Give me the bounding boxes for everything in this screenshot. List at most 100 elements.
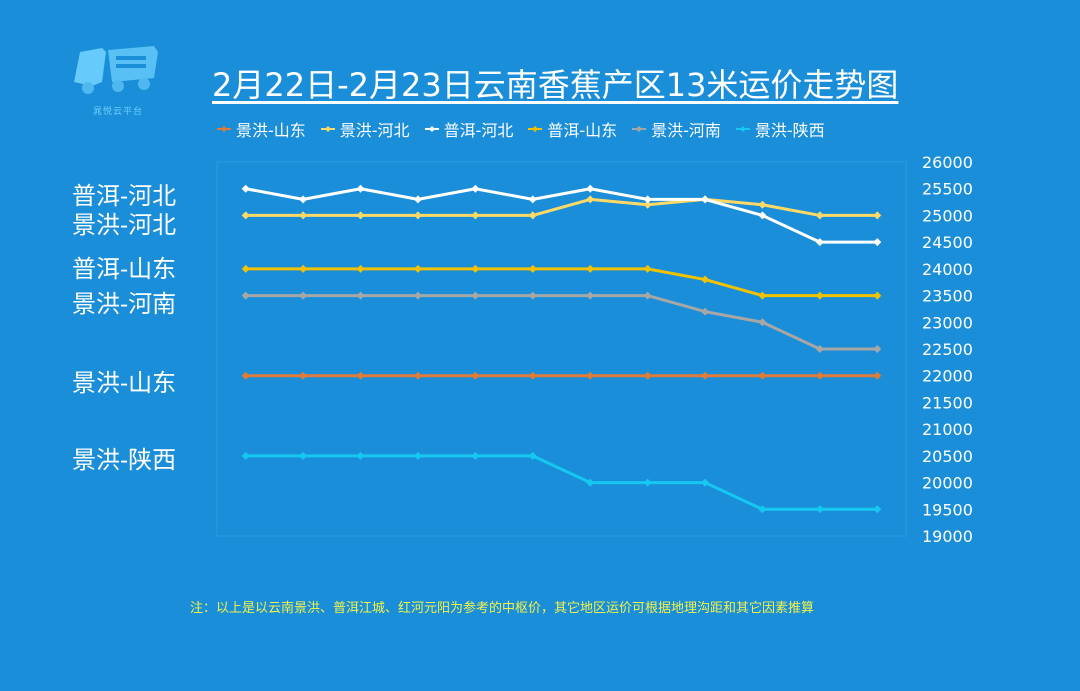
data-point [873,291,882,300]
data-point [241,291,250,300]
data-point [815,505,824,514]
y-tick-label: 22500 [922,340,973,359]
legend-label: 景洪-河北 [339,121,410,140]
legend-label: 景洪-河南 [651,121,721,140]
data-point [241,371,250,380]
data-point [643,195,652,204]
chart-title: 2月22日-2月23日云南香蕉产区13米运价走势图 [212,66,899,104]
y-tick-label: 23000 [922,313,973,332]
data-point [758,200,767,209]
data-point [241,184,250,193]
data-point [701,307,710,316]
data-point [758,211,767,220]
y-tick-label: 24500 [922,233,973,252]
data-point [528,371,537,380]
data-point [586,478,595,487]
truck-logo-icon [74,46,158,94]
data-point [413,371,422,380]
data-point [299,264,308,273]
y-tick-label: 19500 [922,500,973,519]
logo-text: 晁悦云平台 [92,107,143,117]
data-point [586,291,595,300]
legend-label: 普洱-山东 [547,121,618,140]
legend-item: 景洪-陕西 [735,117,825,141]
y-tick-label: 26000 [922,153,973,172]
data-point [356,371,365,380]
data-point [873,345,882,353]
y-tick-label: 23500 [922,287,973,306]
data-point [528,451,537,460]
data-point [241,211,250,220]
data-point [528,291,537,300]
data-point [528,264,537,273]
plot-area [216,161,907,537]
legend-item: 景洪-山东 [216,117,306,141]
data-point [471,371,480,380]
data-point [758,371,767,380]
data-point [471,291,480,300]
legend-label: 普洱-河北 [443,121,514,140]
data-point [701,478,710,487]
data-point [471,211,480,220]
data-point [873,371,882,380]
footnote: 注：以上是以云南景洪、普洱江城、红河元阳为参考的中枢价，其它地区运价可根据地理沟… [190,601,815,616]
data-point [356,264,365,273]
data-point [241,451,250,460]
legend-item: 景洪-河南 [631,117,721,141]
y-tick-label: 22000 [922,367,973,386]
side-label: 景洪-河南 [72,290,177,318]
data-point [241,264,250,273]
data-point [701,195,710,204]
data-point [758,291,767,300]
side-label: 普洱-山东 [72,255,177,283]
data-point [299,211,308,220]
data-point [356,291,365,300]
data-point [299,291,308,300]
data-point [586,264,595,273]
data-point [528,211,537,220]
data-point [758,505,767,514]
side-label: 景洪-山东 [72,369,177,397]
data-point [758,318,767,327]
logo: 晁悦云平台 [62,42,174,122]
data-point [471,451,480,460]
data-point [643,291,652,300]
data-point [356,184,365,193]
data-point [356,211,365,220]
data-point [701,275,710,284]
data-point [815,211,824,220]
data-point [413,264,422,273]
data-point [586,184,595,193]
data-point [528,195,537,204]
y-tick-label: 20000 [922,474,973,493]
data-point [815,291,824,300]
legend-marker-icon [735,126,750,132]
side-label: 景洪-陕西 [72,446,177,474]
data-point [299,371,308,380]
y-tick-label: 20500 [922,447,973,466]
series-line-5 [245,454,878,511]
data-point [413,291,422,300]
legend-marker-icon [528,126,543,132]
legend-label: 景洪-山东 [236,121,306,140]
side-label: 普洱-河北 [72,182,177,210]
y-tick-label: 25000 [922,206,973,225]
data-point [815,371,824,380]
series-line-3 [245,267,878,298]
data-point [586,371,595,380]
series-line-2 [245,187,878,244]
data-point [643,478,652,487]
y-tick-label: 21500 [922,393,973,412]
data-point [815,238,824,247]
legend-item: 景洪-河北 [320,117,410,141]
data-point [701,371,710,380]
y-tick-label: 25500 [922,180,973,199]
data-point [643,371,652,380]
legend-marker-icon [424,126,439,132]
side-label: 景洪-河北 [72,211,177,239]
legend-marker-icon [320,126,335,132]
y-tick-label: 19000 [922,527,973,546]
data-point [873,238,882,247]
data-point [471,184,480,193]
